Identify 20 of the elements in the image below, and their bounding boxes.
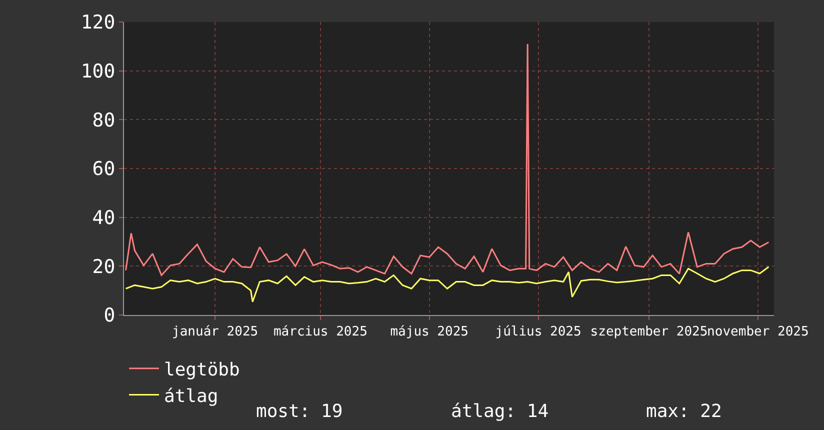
x-tick-label: január 2025 (172, 324, 258, 340)
legend-label: átlag (164, 386, 218, 407)
y-tick-label: 80 (92, 109, 116, 132)
y-tick-label: 20 (92, 256, 116, 278)
y-tick-label: 100 (80, 60, 116, 82)
y-tick-label: 40 (92, 206, 116, 229)
text: max: 22 (646, 401, 722, 422)
y-tick-label: 120 (80, 12, 116, 34)
y-tick-label: 0 (104, 304, 116, 327)
legend-label: legtöbb (164, 359, 240, 380)
line-series (125, 43, 770, 276)
x-tick-label: november 2025 (707, 324, 809, 340)
y-tick-label: 60 (92, 158, 116, 180)
text: átlag: 14 (451, 401, 549, 422)
x-tick-label: március 2025 (273, 324, 368, 340)
line-series (125, 266, 770, 303)
x-tick-label: szeptember 2025 (590, 324, 708, 340)
text: most: 19 (256, 401, 343, 422)
x-tick-label: július 2025 (495, 324, 582, 340)
x-tick-label: május 2025 (390, 324, 468, 340)
